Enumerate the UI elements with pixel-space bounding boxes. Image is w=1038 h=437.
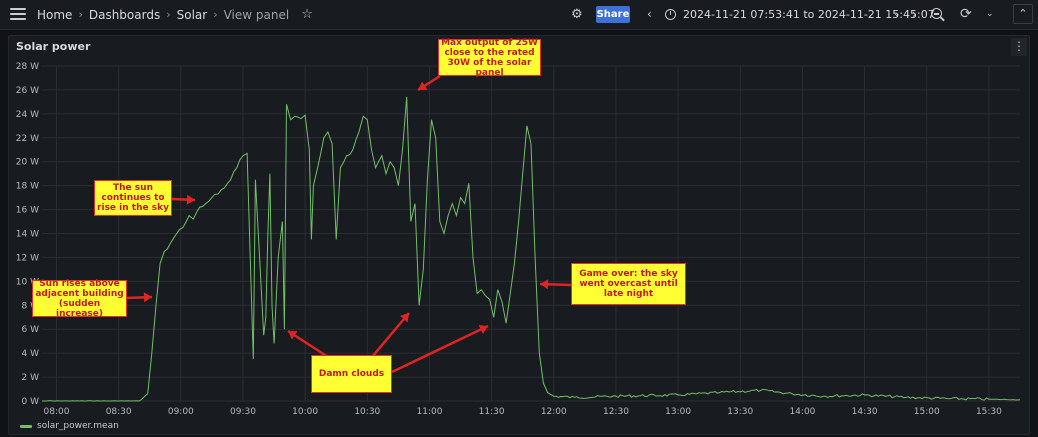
clock-icon — [665, 9, 676, 20]
y-tick-label: 10 W — [16, 277, 39, 287]
y-tick-label: 28 W — [16, 62, 39, 72]
y-tick-label: 20 W — [16, 158, 39, 168]
chevron-down-icon[interactable]: ⌄ — [893, 9, 901, 19]
menu-icon[interactable] — [10, 8, 26, 21]
x-tick-label: 13:30 — [727, 407, 753, 417]
chart-panel: Solar power ⋮ — [8, 35, 1030, 435]
y-tick-label: 18 W — [16, 182, 39, 192]
y-axis-ticks: 0 W 2 W 4 W 6 W 8 W 10 W 12 W 14 W 16 W 18 W 20 W 2… — [16, 62, 39, 407]
zoom-out-icon[interactable] — [931, 8, 942, 19]
panel-title: Solar power — [16, 40, 91, 53]
x-tick-label: 10:30 — [354, 407, 380, 417]
x-tick-label: 12:00 — [541, 407, 567, 417]
x-tick-label: 08:00 — [44, 407, 70, 417]
y-tick-label: 0 W — [22, 397, 40, 407]
chevron-right-icon: › — [213, 8, 218, 21]
y-tick-label: 4 W — [22, 349, 40, 359]
x-tick-label: 15:00 — [914, 407, 940, 417]
annotation-sun-rises-above: Sun rises above adjacent building (sudde… — [32, 279, 127, 319]
gear-icon[interactable]: ⚙ — [571, 7, 583, 22]
breadcrumb-dashboards[interactable]: Dashboards — [88, 7, 161, 22]
arrow-damn-clouds-1 — [287, 329, 329, 359]
arrow-max-output — [417, 74, 441, 92]
annotation-damn-clouds: Damn clouds — [311, 355, 392, 393]
arrow-damn-clouds-2 — [371, 312, 410, 358]
annotation-arrows — [126, 74, 572, 374]
time-range-picker[interactable]: 2024-11-21 07:53:41 to 2024-11-21 15:45:… — [683, 8, 935, 21]
breadcrumb-view-panel: View panel — [223, 7, 290, 22]
share-button[interactable]: Share — [596, 6, 630, 23]
y-tick-label: 8 W — [22, 301, 40, 311]
annotation-game-over: Game over: the sky went overcast until l… — [571, 263, 686, 305]
breadcrumb-home[interactable]: Home — [37, 7, 73, 22]
x-axis-ticks: 08:00 08:30 09:00 09:30 10:00 10:30 11:00 11:30… — [44, 407, 1003, 417]
x-tick-label: 09:30 — [230, 407, 256, 417]
y-tick-label: 24 W — [16, 110, 39, 120]
x-tick-label: 13:00 — [665, 407, 691, 417]
refresh-icon[interactable]: ⟳ — [960, 6, 972, 22]
x-tick-label: 11:00 — [417, 407, 443, 417]
arrow-game-over — [539, 279, 572, 290]
y-tick-label: 14 W — [16, 230, 39, 240]
star-icon[interactable]: ☆ — [301, 7, 313, 22]
refresh-interval-chevron-down-icon[interactable]: ⌄ — [986, 9, 994, 19]
x-tick-label: 12:30 — [603, 407, 629, 417]
legend-label: solar_power.mean — [37, 421, 119, 431]
arrow-sun-rises-above — [126, 292, 153, 303]
breadcrumb: Home › Dashboards › Solar › View panel ☆ — [37, 7, 313, 22]
collapse-toolbar-button[interactable]: ⌃ — [1013, 4, 1033, 24]
arrow-damn-clouds-3 — [391, 324, 489, 374]
y-tick-label: 12 W — [16, 253, 39, 263]
y-tick-label: 2 W — [22, 373, 40, 383]
x-tick-label: 10:00 — [292, 407, 318, 417]
x-tick-label: 14:30 — [852, 407, 878, 417]
y-tick-label: 22 W — [16, 134, 39, 144]
top-bar: Home › Dashboards › Solar › View panel ☆… — [0, 0, 1038, 30]
y-tick-label: 26 W — [16, 86, 39, 96]
y-tick-label: 6 W — [22, 325, 40, 335]
x-tick-label: 09:00 — [168, 407, 194, 417]
legend-swatch — [20, 424, 32, 428]
x-tick-label: 08:30 — [106, 407, 132, 417]
x-tick-label: 14:00 — [789, 407, 815, 417]
chevron-right-icon: › — [166, 8, 171, 21]
chart-grid — [42, 65, 1020, 402]
x-tick-label: 15:30 — [976, 407, 1002, 417]
series-line-solar-power-mean — [42, 97, 1021, 402]
arrow-sun-rise — [171, 194, 196, 205]
chevron-right-icon: › — [78, 8, 83, 21]
legend[interactable]: solar_power.mean — [20, 421, 119, 431]
panel-menu-icon[interactable]: ⋮ — [1011, 38, 1027, 56]
x-tick-label: 11:30 — [479, 407, 505, 417]
chevron-left-icon[interactable]: ‹ — [647, 7, 652, 21]
breadcrumb-solar[interactable]: Solar — [176, 7, 208, 22]
y-tick-label: 16 W — [16, 206, 39, 216]
chevron-right-icon[interactable]: › — [912, 7, 917, 21]
annotation-sun-rise: The sun continues to rise in the sky — [94, 180, 172, 216]
annotation-max-output: Max output of 25W close to the rated 30W… — [438, 38, 541, 78]
